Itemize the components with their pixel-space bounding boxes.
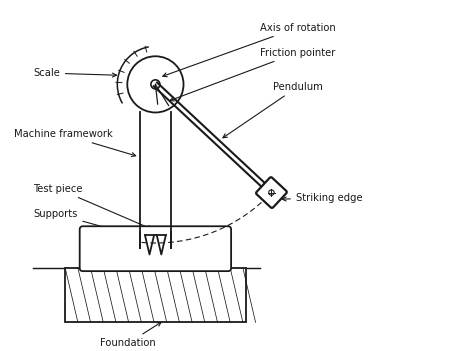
Text: Striking edge: Striking edge [282, 193, 363, 203]
Bar [65, 268, 246, 322]
Text: Friction pointer: Friction pointer [170, 48, 335, 101]
FancyBboxPatch shape [80, 226, 231, 271]
Text: Pendulum: Pendulum [223, 82, 323, 138]
Text: Test piece: Test piece [33, 184, 152, 229]
Text: Supports: Supports [33, 208, 146, 239]
Text: Machine framework: Machine framework [14, 129, 136, 157]
FancyBboxPatch shape [256, 177, 287, 208]
Text: Axis of rotation: Axis of rotation [163, 23, 336, 77]
Text: Scale: Scale [33, 68, 117, 78]
Text: Foundation: Foundation [100, 322, 161, 348]
